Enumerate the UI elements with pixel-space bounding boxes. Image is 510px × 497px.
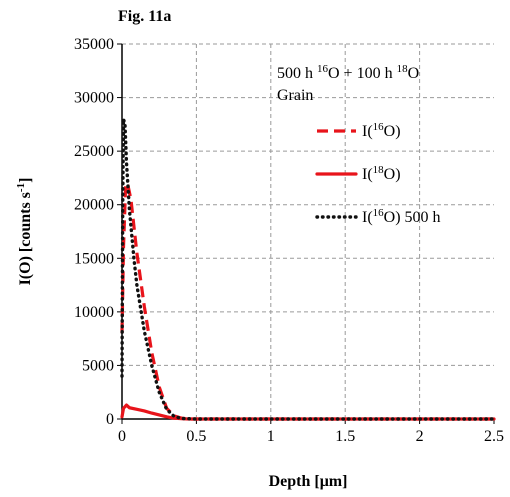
y-tick-label-2: 10000 xyxy=(74,304,114,321)
x-tick-label-1: 0.5 xyxy=(186,428,206,445)
y-tick-label-3: 15000 xyxy=(74,250,114,267)
annotation-line-0: 500 h 16O + 100 h 18O xyxy=(277,63,419,82)
y-tick-label-7: 35000 xyxy=(74,36,114,53)
figure-label: Fig. 11a xyxy=(118,8,172,25)
legend-label-1: I(18O) xyxy=(362,164,401,183)
x-tick-label-2: 1 xyxy=(267,428,275,445)
x-tick-label-0: 0 xyxy=(118,428,126,445)
x-axis-title: Depth [μm] xyxy=(269,473,348,490)
legend-label-2: I(16O) 500 h xyxy=(362,207,441,226)
annotation-line-1: Grain xyxy=(277,87,313,104)
legend-label-0: I(16O) xyxy=(362,121,401,140)
x-tick-label-3: 1.5 xyxy=(335,428,355,445)
y-tick-label-6: 30000 xyxy=(74,90,114,107)
y-tick-label-0: 0 xyxy=(106,411,114,428)
y-tick-label-4: 20000 xyxy=(74,197,114,214)
x-tick-label-5: 2.5 xyxy=(484,428,504,445)
y-tick-label-5: 25000 xyxy=(74,143,114,160)
series-line-2 xyxy=(120,117,496,421)
y-tick-label-1: 5000 xyxy=(82,357,114,374)
x-tick-label-4: 2 xyxy=(416,428,424,445)
y-axis-title: I(O) [counts s-1] xyxy=(15,178,34,286)
